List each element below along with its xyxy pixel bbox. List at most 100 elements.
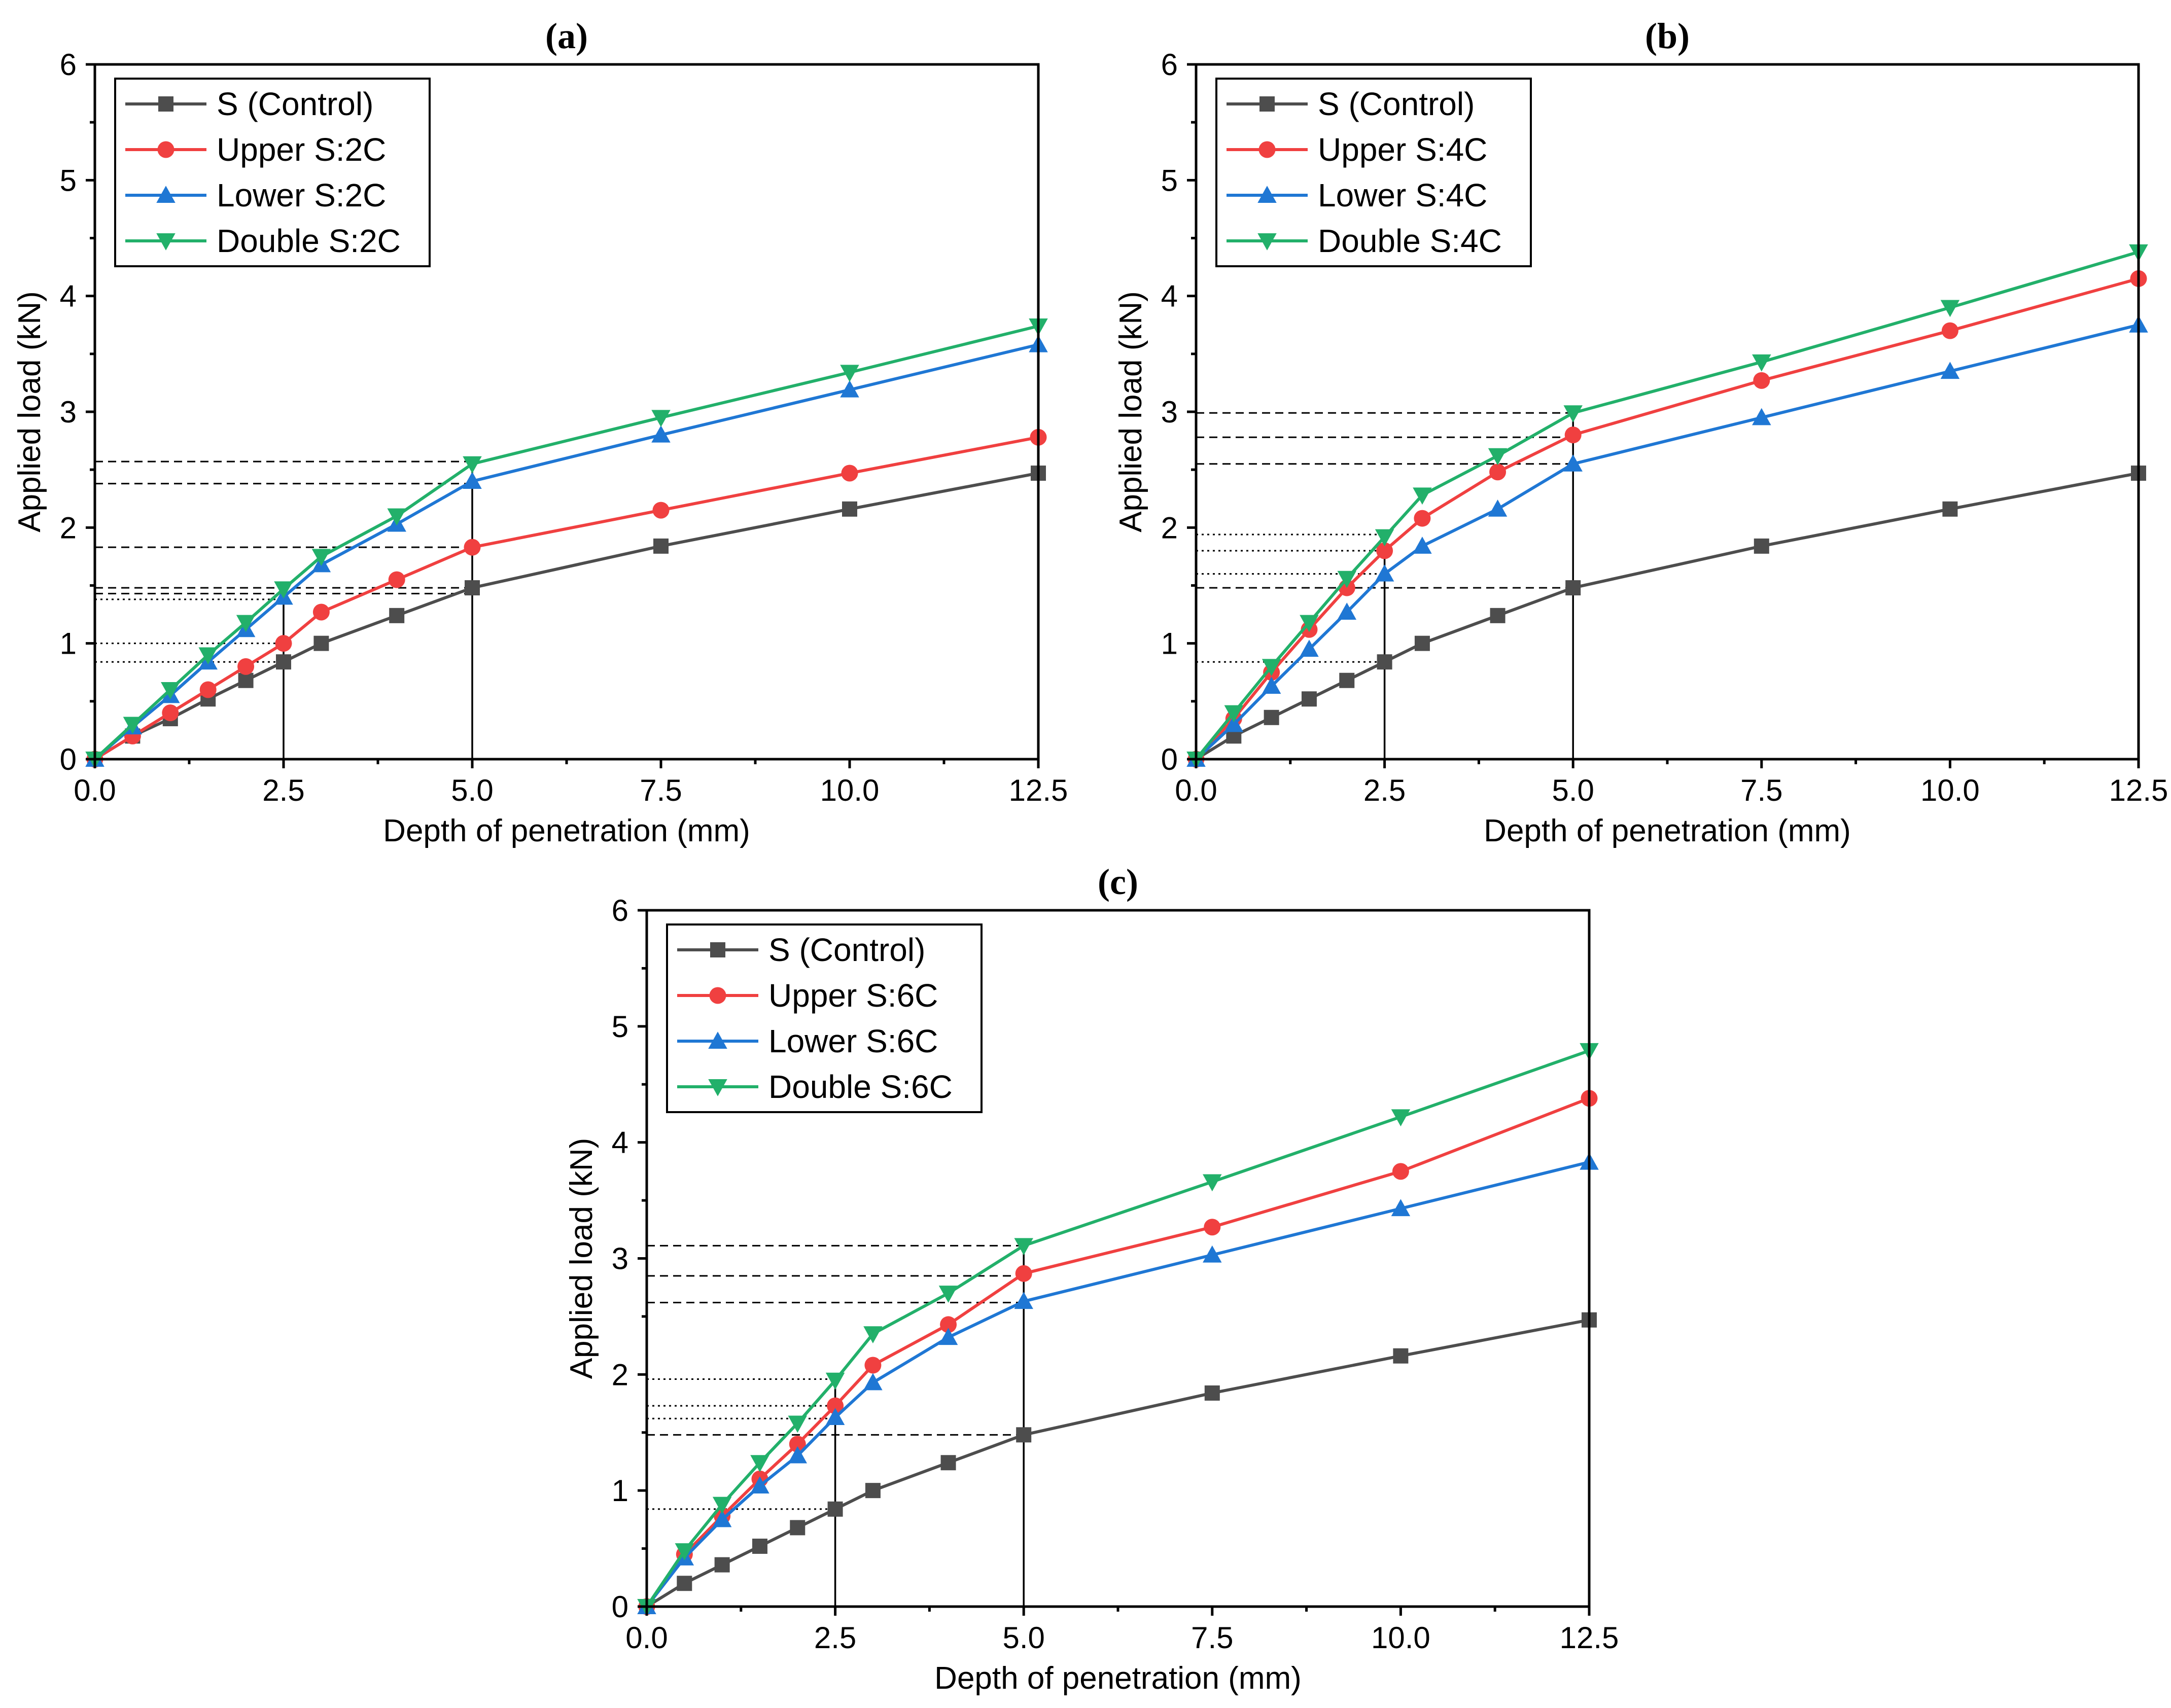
data-point xyxy=(465,580,480,596)
data-point xyxy=(788,1415,808,1433)
legend-marker xyxy=(156,233,176,251)
data-point xyxy=(1376,542,1393,559)
legend-marker xyxy=(710,942,725,957)
x-tick-label: 0.0 xyxy=(74,773,116,807)
data-point xyxy=(161,682,180,699)
series-s-control- xyxy=(639,1312,1597,1614)
legend-entry: S (Control) xyxy=(677,932,925,968)
x-axis-title: Depth of penetration (mm) xyxy=(934,1661,1302,1696)
x-tick-label: 12.5 xyxy=(1560,1621,1619,1655)
legend-label: Upper S:4C xyxy=(1318,131,1487,168)
data-point xyxy=(863,1373,883,1391)
data-point xyxy=(653,538,669,554)
data-point xyxy=(199,681,217,698)
data-point xyxy=(1563,454,1583,472)
data-point xyxy=(864,1357,882,1374)
data-point xyxy=(1224,715,1244,732)
series-line xyxy=(93,325,1039,761)
y-tick-label: 4 xyxy=(1161,279,1178,313)
x-tick-label: 7.5 xyxy=(640,773,682,807)
y-tick-label: 2 xyxy=(60,511,77,545)
y-tick-label: 0 xyxy=(60,742,77,776)
data-point xyxy=(198,647,218,665)
data-point xyxy=(940,1455,956,1471)
legend-marker xyxy=(157,141,174,158)
data-point xyxy=(389,608,405,623)
x-tick-label: 10.0 xyxy=(1371,1621,1430,1655)
data-point xyxy=(1262,659,1281,677)
data-point xyxy=(237,658,255,675)
x-axis-title: Depth of penetration (mm) xyxy=(383,813,750,848)
data-point xyxy=(865,1483,881,1499)
data-point xyxy=(825,1372,845,1390)
y-tick-label: 0 xyxy=(1161,742,1178,776)
data-point xyxy=(712,1510,732,1527)
legend-marker xyxy=(1257,186,1277,203)
legend-label: Upper S:2C xyxy=(217,131,386,168)
y-axis-title: Applied load (kN) xyxy=(12,291,47,532)
x-tick-label: 10.0 xyxy=(820,773,880,807)
series-upper-s-4c xyxy=(1187,270,2147,768)
series-lower-s-4c xyxy=(1186,315,2148,767)
data-point xyxy=(123,717,143,734)
data-point xyxy=(1940,300,1960,317)
data-point xyxy=(1375,529,1394,547)
data-point xyxy=(1391,1199,1411,1217)
data-point xyxy=(938,1328,958,1345)
legend-marker xyxy=(158,96,173,112)
data-point xyxy=(677,1576,692,1591)
data-point xyxy=(1015,1265,1032,1282)
data-point xyxy=(1337,602,1357,620)
panel-title: (a) xyxy=(545,16,588,56)
data-point xyxy=(1204,1385,1220,1401)
data-point xyxy=(1414,635,1430,651)
data-point xyxy=(1014,1292,1033,1309)
x-tick-label: 7.5 xyxy=(1191,1621,1233,1655)
legend-entry: Upper S:6C xyxy=(677,977,938,1014)
data-point xyxy=(463,472,482,489)
data-point xyxy=(790,1520,806,1536)
data-point xyxy=(1014,1238,1033,1256)
data-point xyxy=(675,1543,694,1560)
legend-entry: S (Control) xyxy=(125,86,373,122)
data-point xyxy=(788,1446,808,1464)
panel-title: (c) xyxy=(1098,862,1138,902)
y-tick-label: 3 xyxy=(1161,395,1178,429)
data-point xyxy=(311,549,331,566)
series-upper-s-2c xyxy=(86,429,1047,768)
data-point xyxy=(825,1408,845,1426)
data-point xyxy=(1490,608,1505,623)
x-tick-label: 5.0 xyxy=(451,773,493,807)
data-point xyxy=(274,581,293,599)
legend-marker xyxy=(1257,233,1277,251)
data-point xyxy=(840,380,859,398)
data-point xyxy=(388,571,405,588)
data-point xyxy=(712,1497,732,1514)
x-tick-label: 2.5 xyxy=(262,773,304,807)
data-point xyxy=(1414,510,1431,527)
data-point xyxy=(1940,362,1960,379)
data-point xyxy=(464,539,481,556)
legend-label: S (Control) xyxy=(1318,86,1475,122)
data-point xyxy=(1262,677,1281,694)
y-tick-label: 2 xyxy=(612,1358,628,1392)
legend-marker xyxy=(708,1031,727,1049)
data-point xyxy=(463,456,482,474)
y-axis-title: Applied load (kN) xyxy=(1113,291,1148,532)
legend-entry: Double S:2C xyxy=(125,223,401,259)
data-point xyxy=(652,502,670,519)
legend-entry: Double S:6C xyxy=(677,1069,953,1105)
series-line xyxy=(94,436,1039,761)
series-line xyxy=(1195,277,2139,761)
data-point xyxy=(1754,538,1769,554)
x-tick-label: 10.0 xyxy=(1920,773,1980,807)
data-point xyxy=(1563,405,1583,423)
legend-entry: Lower S:2C xyxy=(125,177,386,214)
y-tick-label: 3 xyxy=(612,1242,628,1276)
series-double-s-2c xyxy=(85,318,1048,769)
data-point xyxy=(750,1455,769,1472)
data-point xyxy=(938,1286,958,1303)
y-tick-label: 0 xyxy=(612,1590,628,1624)
legend-entry: S (Control) xyxy=(1227,86,1475,122)
series-s-control- xyxy=(1188,466,2146,767)
